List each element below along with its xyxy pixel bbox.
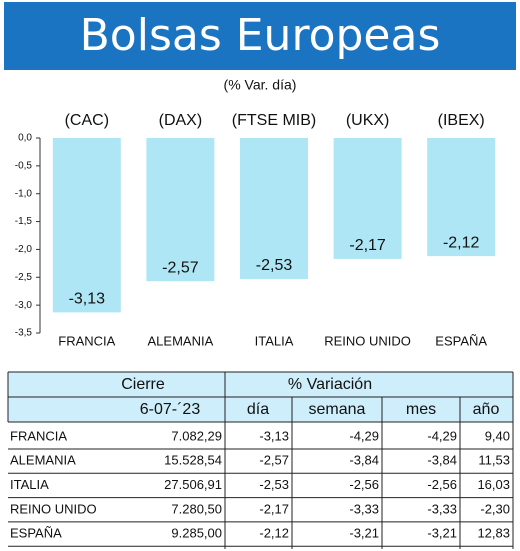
y-tick-label: -1,5 (15, 216, 33, 227)
table-cell: ESPAÑA (10, 526, 62, 541)
table-cell: -3,84 (427, 453, 457, 468)
value-label: -2,53 (256, 257, 293, 274)
index-label: (UKX) (346, 112, 390, 129)
table-cell: 11,53 (478, 453, 510, 468)
y-tick-label: -1,0 (15, 188, 33, 199)
bar (427, 138, 496, 257)
table-cell: -2,30 (480, 501, 510, 516)
y-tick-label: -0,5 (15, 160, 33, 171)
subtitle: (% Var. día) (224, 77, 297, 93)
index-label: (FTSE MIB) (232, 112, 316, 129)
value-label: -2,12 (443, 234, 480, 251)
x-tick-label: ESPAÑA (435, 333, 487, 348)
table-cell: ITALIA (10, 477, 49, 492)
table-cell: 27.506,91 (164, 477, 222, 492)
value-label: -2,57 (162, 259, 199, 276)
table-cell: -2,57 (259, 453, 289, 468)
y-tick-label: -2,0 (15, 244, 33, 255)
table-cell: -3,33 (349, 501, 379, 516)
table-subheader: año (473, 401, 500, 418)
title-bar (4, 2, 516, 70)
bar (146, 138, 215, 282)
table-cell: -2,12 (259, 526, 289, 541)
table-subheader: mes (406, 401, 436, 418)
table-cell: 7.082,29 (171, 428, 222, 443)
y-tick-label: -2,5 (15, 272, 33, 283)
table-cell: -3,84 (349, 453, 379, 468)
index-label: (CAC) (65, 112, 109, 129)
bar (52, 138, 121, 313)
table-header: Cierre (121, 376, 165, 393)
x-tick-label: FRANCIA (58, 333, 115, 348)
table-cell: -2,56 (427, 477, 457, 492)
table-cell: -2,17 (259, 501, 289, 516)
y-tick-label: -3,5 (15, 328, 33, 339)
table-subheader: semana (309, 401, 366, 418)
y-tick-label: -3,0 (15, 300, 33, 311)
table-cell: -3,21 (349, 526, 379, 541)
table-cell: -3,13 (259, 428, 289, 443)
table-cell: 7.280,50 (171, 501, 222, 516)
bar (333, 138, 402, 259)
table-cell: FRANCIA (10, 428, 67, 443)
x-tick-label: ITALIA (255, 333, 294, 348)
table-cell: 16,03 (477, 477, 510, 492)
table-cell: -4,29 (427, 428, 457, 443)
table-cell: 12,83 (477, 526, 510, 541)
bar (240, 138, 308, 279)
table-cell: -4,29 (349, 428, 379, 443)
x-tick-label: REINO UNIDO (324, 333, 411, 348)
y-tick-label: 0,0 (18, 133, 32, 144)
index-label: (IBEX) (438, 112, 485, 129)
table-cell: -2,56 (349, 477, 379, 492)
index-label: (DAX) (159, 112, 203, 129)
value-label: -3,13 (69, 291, 106, 308)
value-label: -2,17 (349, 237, 386, 254)
table-subheader: 6-07-´23 (140, 401, 201, 418)
table-cell: REINO UNIDO (10, 501, 97, 516)
table-cell: -3,33 (427, 501, 457, 516)
table-header: % Variación (288, 376, 372, 393)
table-cell: 9.285,00 (171, 526, 222, 541)
table-cell: ALEMANIA (10, 453, 76, 468)
table-cell: 15.528,54 (164, 453, 222, 468)
title: Bolsas Europeas (80, 10, 441, 61)
x-tick-label: ALEMANIA (148, 333, 214, 348)
table-cell: 9,40 (485, 428, 510, 443)
table-cell: -3,21 (427, 526, 457, 541)
table-subheader: día (247, 401, 269, 418)
table-cell: -2,53 (259, 477, 289, 492)
